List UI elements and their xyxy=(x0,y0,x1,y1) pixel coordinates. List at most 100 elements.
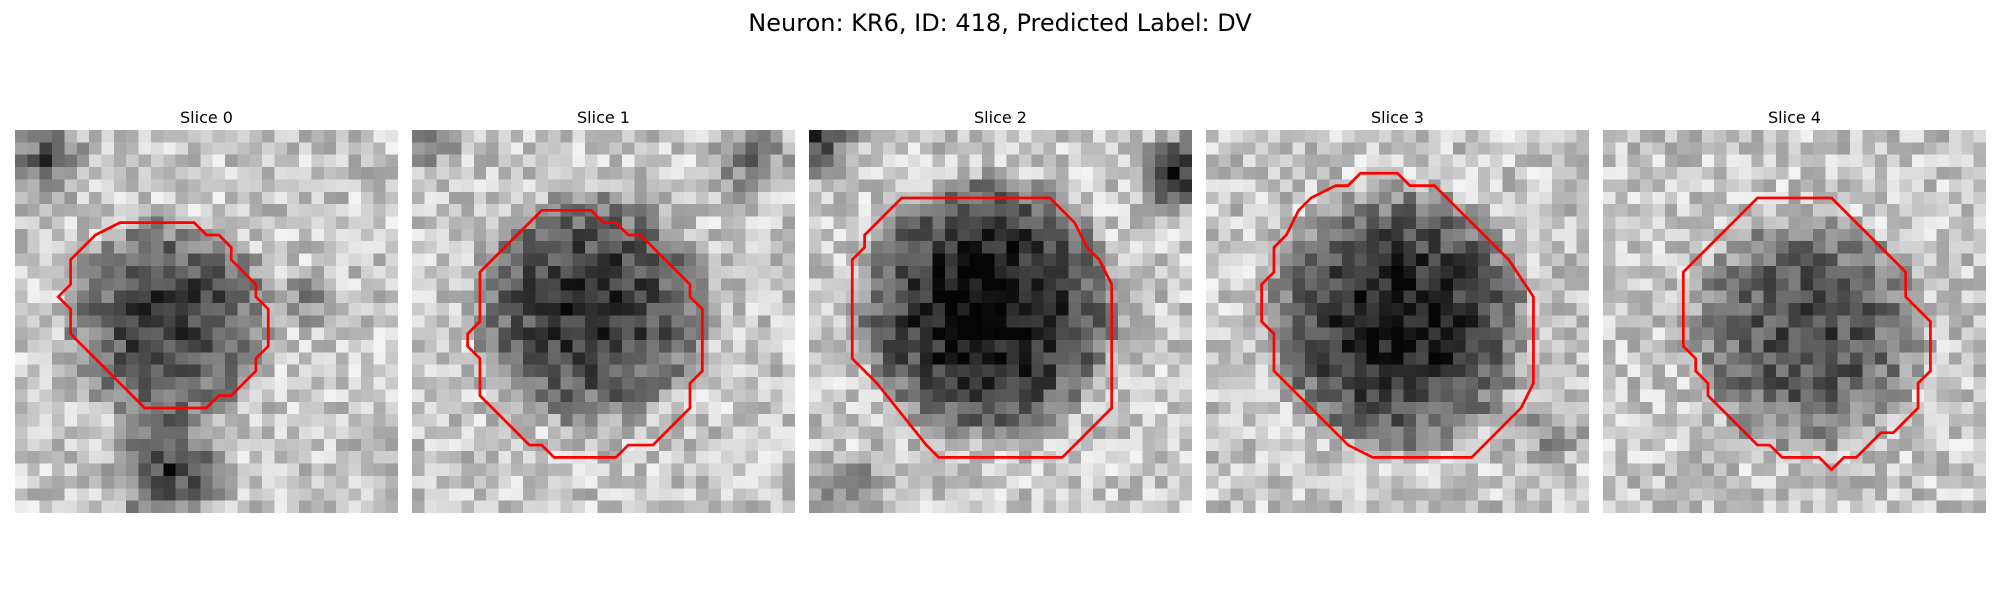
image-pixel xyxy=(1837,179,1851,193)
image-pixel xyxy=(1080,315,1094,328)
image-pixel xyxy=(187,352,201,365)
image-pixel xyxy=(1031,327,1044,341)
image-pixel xyxy=(597,500,610,513)
image-pixel xyxy=(113,228,127,242)
image-pixel xyxy=(1366,179,1380,193)
image-pixel xyxy=(101,377,115,390)
image-pixel xyxy=(833,179,847,193)
image-pixel xyxy=(1329,253,1343,267)
image-pixel xyxy=(1341,154,1355,168)
image-pixel xyxy=(1068,475,1082,489)
image-pixel xyxy=(163,253,176,267)
image-pixel xyxy=(1243,290,1256,304)
image-pixel xyxy=(150,488,164,501)
image-pixel xyxy=(1961,327,1974,341)
image-pixel xyxy=(1255,500,1269,513)
image-pixel xyxy=(994,167,1007,180)
image-pixel xyxy=(1105,204,1119,217)
image-pixel xyxy=(994,340,1007,353)
image-pixel xyxy=(1775,290,1789,304)
image-pixel xyxy=(385,130,398,143)
image-pixel xyxy=(920,241,933,254)
image-pixel xyxy=(27,327,40,341)
image-pixel xyxy=(461,475,475,489)
image-pixel xyxy=(1378,130,1392,143)
image-pixel xyxy=(920,377,933,390)
image-pixel xyxy=(1006,488,1020,501)
image-pixel xyxy=(720,216,734,230)
image-pixel xyxy=(163,265,176,279)
image-pixel xyxy=(944,216,958,230)
image-pixel xyxy=(1391,204,1404,217)
image-pixel xyxy=(1887,389,1900,403)
image-pixel xyxy=(782,167,795,180)
image-pixel xyxy=(1763,302,1777,316)
image-pixel xyxy=(1416,414,1429,427)
image-pixel xyxy=(1317,340,1330,353)
image-pixel xyxy=(1056,352,1069,365)
image-pixel xyxy=(1031,241,1044,254)
image-pixel xyxy=(1837,154,1851,168)
image-pixel xyxy=(138,438,152,452)
image-pixel xyxy=(833,204,847,217)
image-pixel xyxy=(1206,438,1219,452)
image-pixel xyxy=(1206,154,1219,168)
image-pixel xyxy=(200,191,213,205)
image-pixel xyxy=(1961,302,1974,316)
image-pixel xyxy=(671,475,685,489)
image-pixel xyxy=(299,265,312,279)
image-pixel xyxy=(597,426,610,440)
image-pixel xyxy=(1080,290,1094,304)
image-pixel xyxy=(994,302,1007,316)
image-pixel xyxy=(535,315,549,328)
image-pixel xyxy=(944,500,958,513)
image-pixel xyxy=(138,204,152,217)
image-pixel xyxy=(696,253,709,267)
image-pixel xyxy=(547,426,561,440)
image-pixel xyxy=(1218,364,1231,378)
image-pixel xyxy=(461,426,475,440)
image-pixel xyxy=(1317,278,1330,291)
image-pixel xyxy=(1775,315,1789,328)
image-pixel xyxy=(1230,154,1244,168)
image-pixel xyxy=(1416,377,1429,390)
image-pixel xyxy=(1255,142,1269,155)
image-pixel xyxy=(249,401,263,415)
image-pixel xyxy=(76,167,90,180)
image-pixel xyxy=(76,216,90,230)
image-pixel xyxy=(1911,167,1925,180)
image-pixel xyxy=(212,302,226,316)
image-pixel xyxy=(385,377,398,390)
image-pixel xyxy=(101,241,115,254)
image-pixel xyxy=(1142,500,1156,513)
image-pixel xyxy=(1615,377,1628,390)
image-pixel xyxy=(1403,364,1417,378)
image-pixel xyxy=(1292,302,1306,316)
image-pixel xyxy=(560,377,573,390)
image-pixel xyxy=(299,228,312,242)
image-pixel xyxy=(225,377,238,390)
image-pixel xyxy=(833,167,847,180)
image-pixel xyxy=(1154,438,1168,452)
image-pixel xyxy=(597,475,610,489)
image-pixel xyxy=(572,377,586,390)
image-pixel xyxy=(126,278,139,291)
image-pixel xyxy=(1813,253,1826,267)
image-pixel xyxy=(671,401,685,415)
image-pixel xyxy=(1887,377,1900,390)
image-pixel xyxy=(1206,364,1219,378)
image-pixel xyxy=(1551,216,1565,230)
image-pixel xyxy=(1640,401,1653,415)
image-pixel xyxy=(1813,414,1826,427)
image-pixel xyxy=(510,414,524,427)
image-pixel xyxy=(634,401,647,415)
image-pixel xyxy=(360,191,374,205)
image-pixel xyxy=(833,426,847,440)
image-pixel xyxy=(1490,364,1503,378)
image-pixel xyxy=(1961,265,1974,279)
image-pixel xyxy=(498,389,512,403)
image-pixel xyxy=(1627,241,1641,254)
image-pixel xyxy=(1961,377,1974,390)
image-pixel xyxy=(957,475,970,489)
image-pixel xyxy=(981,364,995,378)
